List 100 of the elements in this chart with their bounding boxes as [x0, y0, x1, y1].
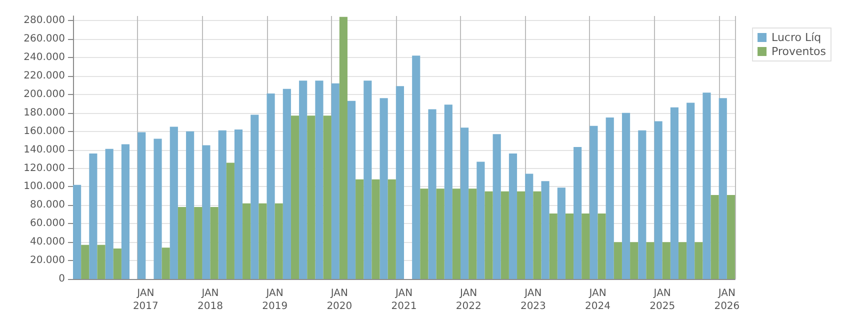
- bar: [533, 191, 542, 279]
- bar: [476, 162, 485, 279]
- bar: [380, 98, 388, 279]
- x-tick-label: JAN 2023: [520, 288, 546, 312]
- legend-label: Proventos: [772, 45, 826, 58]
- bar: [388, 179, 396, 279]
- y-tick-label: 240.000: [24, 52, 65, 64]
- bar: [364, 80, 372, 279]
- bar: [372, 179, 380, 279]
- x-tick-label: JAN 2020: [326, 288, 352, 312]
- bar: [307, 116, 316, 279]
- bar: [170, 126, 178, 279]
- bar: [323, 116, 332, 279]
- bar: [274, 203, 283, 279]
- y-tick-label: 160.000: [24, 126, 65, 137]
- bar: [541, 181, 550, 279]
- bar: [574, 147, 582, 279]
- bar: [315, 80, 324, 279]
- bar: [622, 112, 630, 279]
- bar: [420, 188, 428, 279]
- bar: [726, 195, 735, 279]
- bar: [590, 126, 598, 279]
- bar: [339, 16, 348, 279]
- bar: [162, 248, 170, 279]
- bar: [194, 207, 202, 279]
- bar: [250, 114, 259, 279]
- bar: [517, 191, 526, 279]
- bar: [412, 56, 420, 279]
- bar: [138, 132, 146, 279]
- x-tick-label: JAN 2022: [456, 288, 482, 312]
- y-tick-label: 100.000: [24, 181, 65, 192]
- x-tick-label: JAN 2024: [585, 288, 610, 312]
- bar: [460, 128, 469, 279]
- bar: [242, 203, 251, 279]
- bar: [154, 138, 162, 279]
- bar: [694, 242, 703, 279]
- y-tick-label: 0: [58, 274, 65, 284]
- bar: [646, 242, 654, 279]
- bar: [606, 118, 614, 279]
- bar: [662, 242, 670, 279]
- bar: [436, 188, 444, 279]
- bar: [630, 242, 638, 279]
- x-tick-label: JAN 2017: [132, 288, 158, 312]
- y-tick-label: 220.000: [24, 70, 65, 82]
- x-tick-label: JAN 2021: [391, 288, 417, 312]
- bar: [492, 134, 501, 279]
- y-tick-label: 260.000: [24, 34, 65, 45]
- bar: [186, 131, 194, 279]
- y-tick-label: 120.000: [24, 162, 65, 174]
- bar: [218, 130, 226, 279]
- y-tick-label: 280.000: [24, 15, 65, 26]
- bar: [525, 174, 534, 279]
- bar: [210, 207, 218, 279]
- bar: [598, 213, 606, 279]
- bar: [331, 83, 340, 279]
- y-tick-label: 80.000: [30, 200, 65, 211]
- bar: [266, 94, 275, 279]
- y-tick-label: 200.000: [24, 88, 65, 100]
- bar: [428, 109, 436, 279]
- bar: [73, 184, 82, 279]
- bar: [299, 80, 308, 279]
- bar: [97, 244, 106, 279]
- bar: [500, 191, 509, 279]
- x-tick-label: JAN 2018: [198, 288, 223, 312]
- legend-label: Lucro Líq: [772, 31, 822, 44]
- x-tick-label: JAN 2025: [650, 288, 676, 312]
- bar: [468, 188, 477, 279]
- y-tick-label: 20.000: [30, 255, 65, 266]
- y-tick-label: 60.000: [30, 218, 65, 230]
- x-tick-label: JAN 2026: [714, 288, 740, 312]
- bar: [356, 179, 364, 279]
- bar: [113, 248, 122, 279]
- y-tick-label: 140.000: [24, 144, 65, 156]
- bar: [654, 121, 662, 279]
- bar: [702, 92, 711, 279]
- bar: [396, 86, 404, 279]
- bar: [89, 154, 98, 279]
- bar: [290, 116, 300, 279]
- x-tick-label: JAN 2019: [262, 288, 288, 312]
- bar: [565, 213, 574, 279]
- bar: [638, 130, 646, 279]
- bar: [234, 130, 243, 279]
- bar: [614, 242, 622, 279]
- bar: [582, 213, 590, 279]
- y-tick-label: 180.000: [24, 107, 65, 118]
- bar: [226, 162, 234, 279]
- bar: [444, 104, 452, 279]
- bar: [710, 195, 719, 279]
- bar: [347, 100, 356, 279]
- bar: [678, 242, 687, 279]
- bar: [718, 98, 727, 279]
- bar: [121, 144, 130, 279]
- bar: [686, 102, 695, 279]
- bar: [452, 188, 461, 279]
- bar: [282, 88, 291, 279]
- bar: [557, 188, 566, 279]
- bar: [484, 191, 493, 279]
- bar: [508, 154, 518, 279]
- bar: [549, 213, 558, 279]
- bar: [81, 244, 90, 279]
